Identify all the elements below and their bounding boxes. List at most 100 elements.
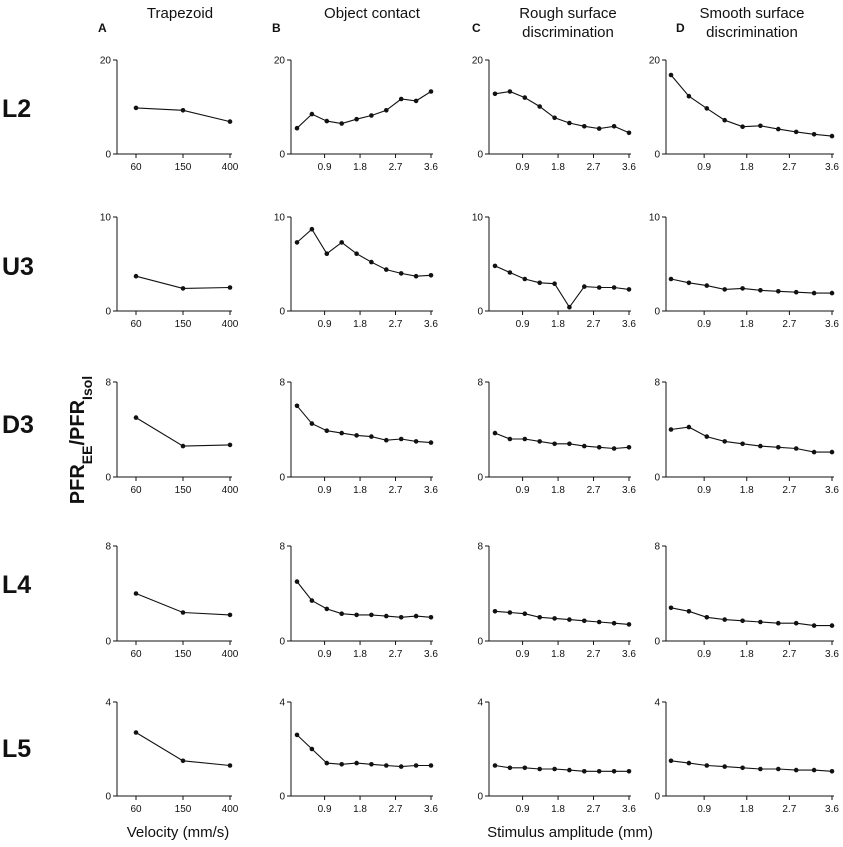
data-point — [611, 620, 617, 626]
x-tick-label: 150 — [175, 162, 192, 173]
y-tick-label: 0 — [279, 792, 285, 803]
data-point — [793, 767, 799, 773]
data-point — [294, 125, 300, 131]
x-tick-label: 400 — [222, 485, 239, 496]
series-line — [670, 607, 832, 627]
panel-letter-a: A — [98, 21, 107, 35]
data-point — [227, 763, 233, 768]
data-point — [398, 96, 404, 102]
data-point — [133, 273, 139, 279]
x-tick-label: 0.9 — [318, 319, 332, 330]
y-tick-label: 20 — [274, 56, 286, 67]
y-axis-title: PFREE/PFRIsol — [67, 376, 95, 504]
data-point — [339, 121, 345, 126]
data-point — [626, 445, 632, 450]
y-tick-label: 8 — [477, 542, 483, 553]
data-point — [522, 611, 528, 616]
panel-u3-smooth: 0 10 0.9 1.8 2.7 3.6 — [649, 213, 840, 331]
data-point — [582, 124, 587, 129]
x-tick-label: 3.6 — [825, 162, 839, 173]
x-tick-label: 3.6 — [424, 485, 438, 496]
y-tick-label: 20 — [100, 56, 112, 67]
series-line — [296, 91, 432, 129]
data-point — [686, 424, 692, 430]
y-tick-label: 0 — [477, 150, 483, 161]
x-tick-label: 2.7 — [389, 485, 403, 496]
data-point — [811, 132, 817, 137]
data-point — [722, 287, 727, 292]
y-axis-title-sub-ee: EE — [79, 446, 95, 465]
data-point — [758, 288, 763, 293]
row-label-l4: L4 — [2, 571, 31, 599]
data-point — [522, 95, 528, 100]
data-point — [354, 251, 359, 256]
data-point — [339, 611, 345, 616]
x-tick-label: 0.9 — [697, 319, 711, 330]
y-tick-label: 10 — [100, 213, 112, 224]
x-tick-label: 1.8 — [740, 649, 754, 660]
data-point — [740, 618, 745, 624]
data-point — [413, 273, 419, 279]
data-point — [758, 619, 763, 625]
data-point — [180, 610, 186, 615]
data-point — [811, 290, 817, 296]
y-tick-label: 0 — [105, 637, 111, 648]
x-tick-label: 0.9 — [318, 162, 332, 173]
data-point — [567, 304, 572, 310]
x-tick-label: 1.8 — [740, 485, 754, 496]
data-point — [722, 439, 727, 444]
data-point — [740, 441, 745, 447]
row-label-l2: L2 — [2, 95, 31, 123]
data-point — [180, 108, 186, 113]
x-tick-label: 2.7 — [389, 319, 403, 330]
panel-l2-trapezoid: 0 20 60 150 400 — [100, 56, 239, 174]
data-point — [428, 763, 434, 768]
x-tick-label: 0.9 — [697, 649, 711, 660]
y-tick-label: 0 — [654, 792, 660, 803]
x-tick-label: 150 — [175, 485, 192, 496]
data-point — [596, 285, 602, 290]
y-tick-label: 4 — [105, 698, 111, 709]
x-tick-label: 3.6 — [424, 804, 438, 815]
y-tick-label: 8 — [477, 378, 483, 389]
series-line — [670, 760, 833, 772]
x-tick-label: 0.9 — [516, 485, 530, 496]
data-point — [354, 433, 359, 438]
series-line — [670, 426, 832, 453]
x-tick-label: 3.6 — [622, 804, 636, 815]
x-tick-label: 2.7 — [389, 162, 403, 173]
data-point — [829, 290, 835, 296]
column-headers: A Trapezoid B Object contact C Rough sur… — [98, 5, 805, 41]
data-point — [740, 124, 745, 129]
x-tick-label: 1.8 — [353, 162, 367, 173]
y-tick-label: 10 — [472, 213, 484, 224]
data-point — [384, 613, 389, 619]
x-tick-label: 0.9 — [516, 804, 530, 815]
y-tick-label: 10 — [649, 213, 661, 224]
series-line — [670, 74, 833, 137]
data-point — [740, 286, 745, 291]
data-point — [596, 619, 602, 625]
x-tick-label: 1.8 — [551, 804, 565, 815]
data-point — [596, 769, 602, 774]
data-point — [180, 443, 186, 449]
data-point — [793, 289, 799, 295]
data-point — [492, 430, 498, 436]
data-point — [722, 764, 727, 769]
data-point — [611, 124, 617, 129]
panel-l4-smooth: 0 8 0.9 1.8 2.7 3.6 — [654, 542, 839, 661]
x-tick-label: 0.9 — [697, 162, 711, 173]
column-title-rough-line2: discrimination — [522, 24, 614, 41]
data-point — [758, 443, 763, 449]
data-point — [668, 427, 674, 432]
x-tick-label: 0.9 — [516, 319, 530, 330]
x-tick-label: 150 — [175, 649, 192, 660]
data-point — [492, 91, 498, 97]
data-point — [611, 769, 617, 774]
panel-l4-object-contact: 0 8 0.9 1.8 2.7 3.6 — [279, 542, 438, 661]
x-axis-title-amplitude: Stimulus amplitude (mm) — [487, 824, 653, 841]
data-point — [758, 766, 763, 772]
data-point — [626, 769, 632, 774]
panel-l5-trapezoid: 0 4 60 150 400 — [105, 698, 238, 816]
data-point — [227, 612, 233, 618]
